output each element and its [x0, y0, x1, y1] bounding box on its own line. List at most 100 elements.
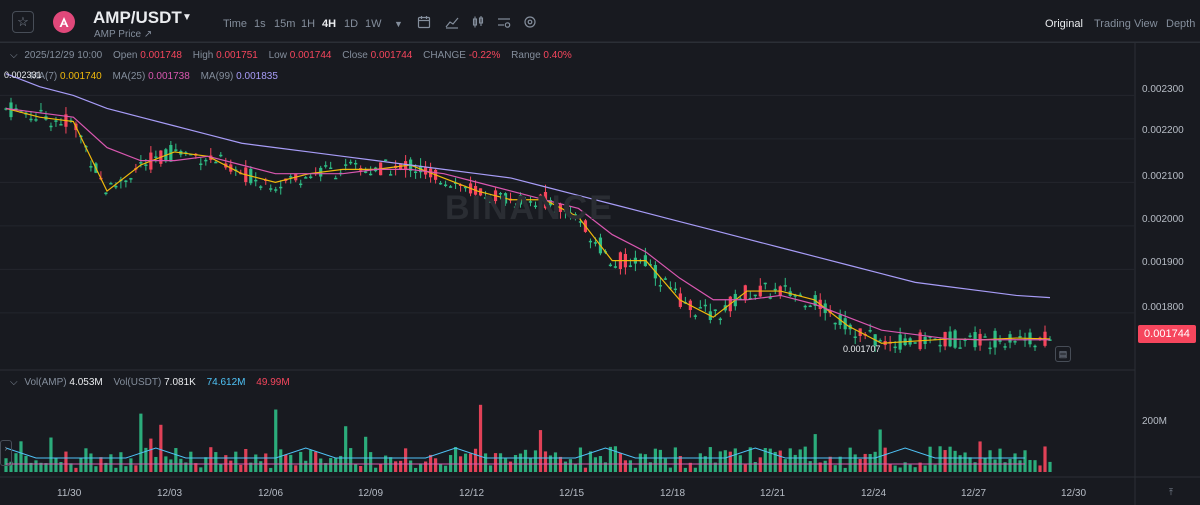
volume-bar	[99, 457, 103, 472]
collapse-caret-icon[interactable]: ⌵	[10, 50, 18, 61]
volume-bar	[448, 455, 453, 472]
candle-body	[254, 179, 258, 182]
candle-body	[983, 336, 987, 338]
volume-bar	[44, 463, 48, 472]
volume-bar	[419, 463, 423, 472]
candle-body	[104, 192, 108, 195]
volume-bar	[518, 453, 523, 472]
timeframe-4h[interactable]: 4H	[322, 18, 337, 30]
pair-dropdown-caret-icon[interactable]: ▼	[182, 12, 192, 23]
candle-body	[768, 297, 772, 299]
candle-body	[603, 251, 608, 253]
volume-bar	[19, 441, 23, 472]
volume-bar	[304, 460, 308, 472]
volume-bar	[548, 455, 553, 472]
drawing-tools-icon[interactable]	[496, 15, 512, 31]
pair-title[interactable]: AMP/USDT	[93, 8, 182, 27]
volume-bar	[898, 467, 902, 472]
volume-bar	[339, 455, 343, 472]
volume-bar	[384, 455, 388, 472]
volume-bar	[29, 462, 33, 472]
volume-bar	[993, 459, 997, 472]
order-book-toggle-icon[interactable]: ▤	[1055, 346, 1071, 362]
volume-bar	[279, 449, 283, 472]
volume-bar	[848, 447, 852, 472]
price-subtitle-link[interactable]: AMP Price ↗	[94, 29, 153, 40]
volume-bar	[983, 458, 987, 472]
candle-body	[938, 344, 942, 347]
volume-bar	[49, 437, 53, 472]
candle-body	[14, 108, 18, 110]
volume-bar	[79, 457, 83, 472]
candle-body	[369, 173, 373, 176]
candle-body	[1003, 346, 1007, 348]
view-depth-tab[interactable]: Depth	[1166, 18, 1196, 30]
favorite-star-icon[interactable]: ☆	[12, 11, 34, 33]
volume-bar	[239, 464, 243, 472]
volume-bar	[453, 447, 458, 472]
volume-bar	[828, 456, 832, 472]
timeframe-1w[interactable]: 1W	[365, 18, 382, 30]
volume-bar	[528, 458, 533, 472]
volume-bar	[404, 448, 408, 472]
candle-body	[698, 307, 702, 309]
volume-bar	[229, 460, 233, 472]
volume-bar	[868, 453, 872, 472]
volume-bar	[968, 457, 972, 472]
volume-bar	[943, 450, 947, 472]
volume-bar	[918, 462, 922, 472]
candle-body	[199, 163, 203, 166]
vol-amp-label: Vol(AMP)	[24, 377, 67, 388]
volume-bar	[663, 458, 667, 472]
price-axis-label: 0.001900	[1142, 257, 1184, 268]
min-price-marker: 0.001707	[843, 344, 881, 354]
volume-bar	[603, 462, 608, 472]
volume-bar	[39, 462, 43, 472]
volume-bar	[219, 464, 223, 472]
more-timeframes-caret-icon[interactable]: ▼	[394, 19, 403, 29]
timeframe-15m[interactable]: 15m	[274, 18, 296, 30]
max-price-marker: 0.002331	[4, 70, 42, 80]
view-original-tab[interactable]: Original	[1045, 18, 1083, 30]
settings-gear-icon[interactable]	[522, 15, 538, 31]
volume-collapse-caret-icon[interactable]: ⌵	[10, 377, 18, 388]
volume-bar	[1028, 460, 1032, 472]
volume-bar	[743, 464, 747, 472]
timeframe-1d[interactable]: 1D	[344, 18, 359, 30]
candle-type-icon[interactable]	[470, 15, 486, 31]
timeframe-1s[interactable]: 1s	[254, 18, 266, 30]
candle-body	[883, 341, 887, 346]
candle-body	[184, 152, 188, 154]
date-axis-label: 12/12	[459, 488, 485, 499]
volume-bar	[823, 460, 827, 472]
ma-info-row: MA(7) 0.001740 MA(25) 0.001738 MA(99) 0.…	[30, 71, 286, 82]
scale-toggle-icon[interactable]: ⤒	[1169, 487, 1173, 497]
candle-body	[304, 177, 308, 179]
timeframe-1h[interactable]: 1H	[301, 18, 316, 30]
volume-bar	[24, 455, 28, 472]
candle-body	[808, 305, 812, 308]
sidebar-expand-icon[interactable]: ›	[0, 440, 12, 466]
candle-body	[229, 164, 233, 172]
candle-body	[823, 303, 827, 314]
candle-body	[758, 285, 762, 297]
candle-body	[119, 179, 123, 182]
candle-body	[993, 330, 997, 348]
volume-bar	[633, 467, 637, 472]
candle-body	[4, 108, 8, 110]
candle-body	[79, 135, 83, 138]
current-price-tag: 0.001744	[1138, 325, 1196, 343]
candle-body	[359, 168, 363, 171]
volume-bar	[374, 467, 378, 472]
volume-bar	[319, 458, 323, 472]
timeframe-time[interactable]: Time	[223, 18, 248, 30]
ohlc-date: 2025/12/29 10:00	[24, 50, 103, 61]
candle-body	[1028, 332, 1032, 345]
volume-bar	[608, 446, 613, 472]
volume-bar	[354, 464, 358, 472]
volume-bar	[973, 462, 977, 472]
calendar-icon[interactable]	[416, 15, 432, 31]
view-tradingview-tab[interactable]: Trading View	[1094, 18, 1158, 30]
volume-bar	[818, 462, 822, 472]
indicators-icon[interactable]	[444, 15, 460, 31]
